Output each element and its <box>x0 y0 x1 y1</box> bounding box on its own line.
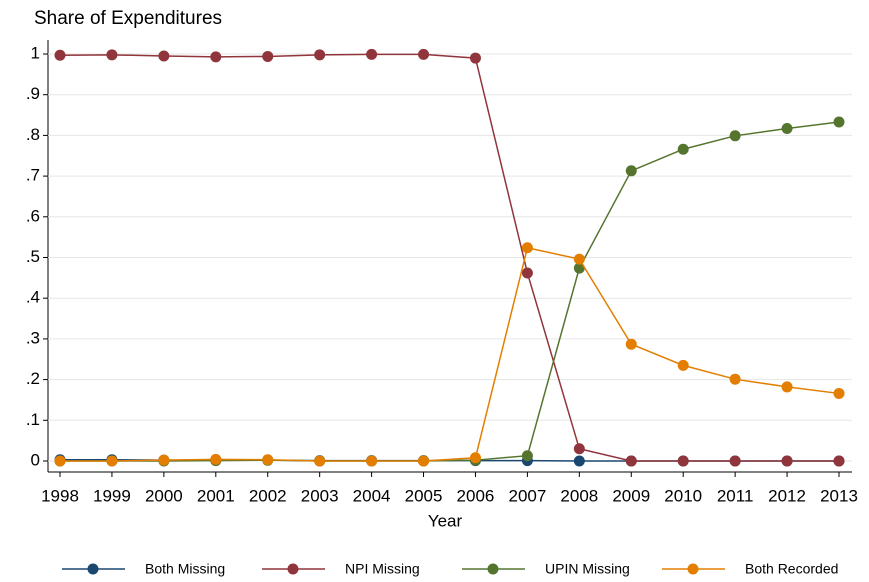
x-axis-label: Year <box>428 511 463 530</box>
point <box>781 122 793 134</box>
x-tick-label: 2011 <box>717 486 754 505</box>
point <box>54 455 66 467</box>
point <box>158 454 170 466</box>
point <box>54 49 66 61</box>
legend-label: Both Missing <box>145 561 225 577</box>
legend-label: UPIN Missing <box>545 561 630 577</box>
x-tick-label: 2012 <box>768 486 806 505</box>
y-tick-label: .7 <box>26 166 40 185</box>
x-tick-label: 2005 <box>405 486 443 505</box>
point <box>833 116 845 128</box>
y-tick-label: .2 <box>26 369 40 388</box>
series-line <box>59 53 839 462</box>
point <box>781 381 793 393</box>
point <box>781 455 793 467</box>
point <box>418 48 430 60</box>
legend-marker <box>87 563 99 575</box>
series-line <box>60 246 840 462</box>
x-tick-label: 2006 <box>457 486 495 505</box>
x-tick-label: 2002 <box>249 486 287 505</box>
y-tick-label: 0 <box>31 450 40 469</box>
x-tick-label: 2001 <box>197 486 235 505</box>
point <box>729 130 741 142</box>
point <box>521 267 533 279</box>
y-tick-label: .4 <box>26 288 40 307</box>
point <box>262 454 274 466</box>
point <box>366 48 378 60</box>
x-tick-label: 2003 <box>301 486 339 505</box>
point <box>573 262 585 274</box>
x-tick-label: 2000 <box>145 486 183 505</box>
legend-marker <box>487 563 499 575</box>
point <box>262 50 274 62</box>
point <box>625 338 637 350</box>
point <box>314 49 326 61</box>
chart-title: Share of Expenditures <box>34 8 222 29</box>
y-tick-label: 1 <box>31 43 40 62</box>
point <box>729 373 741 385</box>
point <box>677 359 689 371</box>
x-tick-label: 2009 <box>612 486 650 505</box>
point <box>625 455 637 467</box>
legend-label: Both Recorded <box>745 561 838 577</box>
y-tick-label: .8 <box>26 125 40 144</box>
x-tick-label: 2010 <box>664 486 702 505</box>
point <box>158 50 170 62</box>
x-tick-label: 1999 <box>93 486 131 505</box>
point <box>729 455 741 467</box>
y-tick-label: .5 <box>26 247 40 266</box>
point <box>210 51 222 63</box>
point <box>314 455 326 467</box>
point <box>833 387 845 399</box>
point <box>418 455 430 467</box>
point <box>625 165 637 177</box>
point <box>210 453 222 465</box>
legend-marker <box>687 563 699 575</box>
legend-marker <box>287 563 299 575</box>
y-tick-label: .6 <box>26 206 40 225</box>
point <box>573 253 585 265</box>
point <box>677 143 689 155</box>
point <box>521 242 533 254</box>
point <box>573 455 585 467</box>
legend-label: NPI Missing <box>345 561 420 577</box>
x-tick-label: 2007 <box>508 486 546 505</box>
x-tick-label: 2004 <box>353 486 391 505</box>
x-tick-label: 2008 <box>560 486 598 505</box>
y-tick-label: .1 <box>26 410 40 429</box>
x-tick-label: 2013 <box>820 486 858 505</box>
y-tick-label: .3 <box>26 328 40 347</box>
point <box>521 450 533 462</box>
point <box>469 52 481 64</box>
point <box>469 452 481 464</box>
series-line <box>60 121 840 462</box>
point <box>106 455 118 467</box>
point <box>677 455 689 467</box>
y-tick-label: .9 <box>26 84 40 103</box>
point <box>106 49 118 61</box>
x-tick-label: 1998 <box>41 486 79 505</box>
point <box>366 455 378 467</box>
point <box>573 443 585 455</box>
point <box>833 455 845 467</box>
